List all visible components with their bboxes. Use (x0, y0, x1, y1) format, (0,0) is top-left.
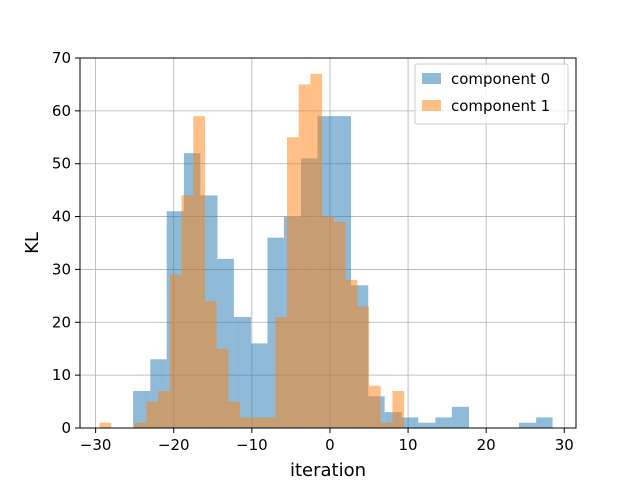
histogram-bar-component-0 (401, 417, 419, 428)
y-tick-label: 10 (52, 366, 71, 384)
histogram-bar-component-1 (193, 116, 205, 429)
histogram-bar-component-0 (418, 422, 436, 428)
y-tick-label: 30 (52, 260, 71, 278)
y-axis-label: KL (22, 232, 43, 254)
y-tick-label: 60 (52, 102, 71, 120)
histogram-bar-component-0 (133, 391, 151, 428)
histogram-bar-component-1 (322, 216, 334, 428)
histogram-bar-component-1 (158, 391, 170, 428)
histogram-bar-component-1 (169, 274, 182, 428)
histogram-bar-component-1 (333, 221, 346, 428)
histogram-bar-component-1 (380, 422, 393, 428)
histogram-bar-component-1 (357, 306, 370, 428)
histogram-bar-component-1 (310, 73, 323, 428)
y-tick-label: 20 (52, 313, 71, 331)
x-tick-label: −30 (80, 436, 112, 454)
histogram-bar-component-1 (146, 401, 159, 428)
x-tick-label: 30 (555, 436, 574, 454)
histogram-bar-component-1 (134, 422, 147, 428)
y-tick-label: 0 (61, 419, 71, 437)
x-tick-label: 0 (325, 436, 335, 454)
histogram-bar-component-1 (392, 391, 405, 428)
histogram-bar-component-0 (451, 406, 469, 428)
y-axis-ticks: 0 10 20 30 40 50 60 70 (52, 49, 80, 437)
histogram-bar-component-1 (99, 422, 112, 428)
y-tick-label: 70 (52, 49, 71, 67)
legend-swatch-component-1 (422, 100, 441, 111)
x-axis-label: iteration (290, 460, 366, 480)
histogram-bar-component-0 (435, 417, 452, 428)
histogram-bar-component-0 (518, 422, 537, 428)
histogram-bar-component-1 (263, 417, 276, 428)
histogram-bar-component-1 (251, 417, 264, 428)
histogram-bar-component-1 (369, 385, 381, 428)
legend-label-component-0: component 0 (451, 70, 550, 88)
y-tick-label: 50 (52, 155, 71, 173)
histogram-bar-component-1 (275, 317, 287, 428)
x-tick-label: 20 (477, 436, 496, 454)
x-axis-ticks: −30 −20 −10 0 10 20 30 (80, 428, 574, 454)
histogram-bar-component-1 (181, 195, 194, 428)
x-tick-label: 10 (399, 436, 418, 454)
x-tick-label: −10 (236, 436, 268, 454)
x-tick-label: −20 (158, 436, 190, 454)
histogram-bar-component-1 (228, 401, 241, 428)
histogram-bar-component-1 (204, 301, 217, 428)
y-tick-label: 40 (52, 208, 71, 226)
legend: component 0 component 1 (414, 63, 569, 125)
histogram-bar-component-0 (251, 343, 268, 428)
histogram-bar-component-1 (298, 84, 311, 428)
legend-swatch-component-0 (422, 73, 441, 84)
histogram-bar-component-0 (536, 417, 553, 428)
histogram-bar-component-1 (286, 137, 299, 429)
histogram-bar-component-1 (240, 417, 252, 428)
legend-box (414, 63, 569, 125)
histogram-bars (99, 73, 553, 429)
plot-frame (79, 57, 577, 429)
histogram-bar-component-0 (233, 317, 252, 428)
legend-label-component-1: component 1 (451, 97, 550, 115)
histogram-bar-component-1 (345, 280, 358, 428)
histogram-bar-component-1 (216, 348, 229, 428)
